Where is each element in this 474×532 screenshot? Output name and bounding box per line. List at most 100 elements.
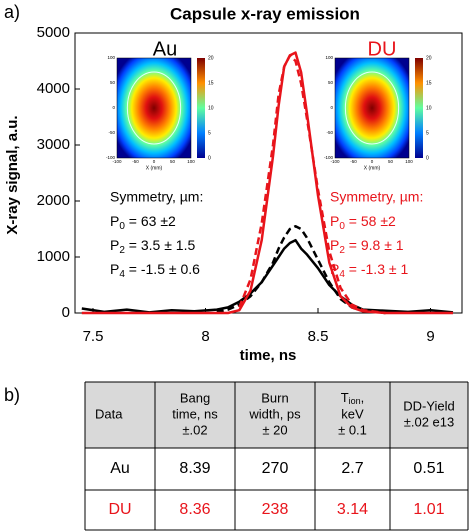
param-text: = -1.3 ± 1 (345, 261, 409, 277)
symmetry-heading: Symmetry, µm: (110, 189, 203, 205)
series-line (81, 238, 454, 314)
inset-x-tick-label: -100 (330, 159, 340, 164)
table-header: Data (95, 406, 123, 421)
inset-x-tick-label: 100 (405, 159, 413, 164)
series-line (238, 54, 386, 315)
table-header: Tion, (341, 390, 365, 406)
inset-x-tick-label: 0 (153, 159, 156, 164)
symbol: P (110, 261, 119, 277)
inset-x-tick-label: -50 (350, 159, 357, 164)
param-text: = -1.5 ± 0.6 (125, 261, 200, 277)
inset-y-tick-label: 0 (330, 105, 333, 110)
table-cell: 2.7 (341, 460, 363, 477)
y-tick-label: 3000 (37, 136, 70, 153)
table-header: keV (341, 406, 364, 421)
symbol: P (110, 213, 119, 229)
x-tick-label: 8 (201, 328, 209, 345)
colorbar-tick-label: 5 (426, 130, 429, 136)
table-header: ± 0.1 (338, 422, 367, 437)
symbol: P (330, 237, 339, 253)
inset-x-tick-label: 50 (388, 159, 394, 164)
inset-y-tick-label: -100 (106, 155, 116, 160)
colorbar-tick-label: 0 (426, 155, 429, 161)
symmetry-param: P2 = 9.8 ± 1 (330, 237, 404, 256)
param-text: = 3.5 ± 1.5 (125, 237, 196, 253)
table-cell: 270 (262, 460, 289, 477)
colorbar-tick-label: 15 (426, 80, 432, 86)
symmetry-heading: Symmetry, µm: (330, 189, 423, 205)
table-cell: 1.01 (413, 501, 444, 518)
inset-y-tick-label: -50 (108, 130, 115, 135)
inset-y-tick-label: 100 (107, 55, 115, 60)
table-header-bg (85, 382, 468, 448)
inset-y-tick-label: 50 (110, 80, 116, 85)
table-header: DD-Yield (403, 398, 455, 413)
inset-label: Au (153, 38, 177, 60)
y-axis-label: X-ray signal, a.u. (4, 115, 21, 234)
colorbar-tick-label: 10 (426, 105, 432, 111)
x-axis-label: time, ns (240, 347, 297, 364)
y-tick-label: 2000 (37, 192, 70, 209)
series-line (216, 224, 386, 315)
table-header: ±.02 (182, 422, 207, 437)
table-cell: 238 (262, 501, 289, 518)
contour (344, 71, 400, 145)
inset-label: DU (368, 38, 397, 60)
inset-x-tick-label: 0 (371, 159, 374, 164)
symmetry-param: P4 = -1.5 ± 0.6 (110, 261, 200, 280)
table-header: Bang (180, 390, 210, 405)
inset-y-tick-label: 50 (328, 80, 334, 85)
x-tick-label: 7.5 (83, 328, 104, 345)
subscript: 4 (119, 269, 125, 280)
colorbar-tick-label: 20 (208, 55, 214, 61)
param-text: = 9.8 ± 1 (345, 237, 404, 253)
panel-label: a) (4, 2, 20, 22)
param-text: = 58 ±2 (345, 213, 396, 229)
colorbar (415, 58, 423, 158)
param-text: = 63 ±2 (125, 213, 176, 229)
table-header: width, ps (248, 406, 301, 421)
y-tick-label: 0 (62, 304, 70, 321)
inset-x-label: X (mm) (364, 165, 381, 171)
x-tick-label: 8.5 (308, 328, 329, 345)
subscript: ion (349, 396, 361, 406)
inset-x-label: X (mm) (146, 165, 163, 171)
colorbar (197, 58, 205, 158)
subscript: 0 (119, 221, 125, 232)
symbol: P (330, 213, 339, 229)
panel-label: b) (4, 385, 20, 405)
symmetry-param: P2 = 3.5 ± 1.5 (110, 237, 195, 256)
symmetry-param: P4 = -1.3 ± 1 (330, 261, 408, 280)
y-tick-label: 5000 (37, 24, 70, 41)
heatmap (116, 57, 192, 159)
symbol: T (341, 390, 349, 405)
subscript: 2 (119, 245, 125, 256)
inset-x-tick-label: 50 (170, 159, 176, 164)
inset-y-tick-label: 100 (325, 55, 333, 60)
symmetry-param: P0 = 63 ±2 (110, 213, 176, 232)
inset-x-tick-label: -100 (112, 159, 122, 164)
table-cell: 0.51 (413, 460, 444, 477)
subscript: 4 (339, 269, 345, 280)
colorbar-tick-label: 10 (208, 105, 214, 111)
inset-x-tick-label: -50 (132, 159, 139, 164)
symmetry-param: P0 = 58 ±2 (330, 213, 396, 232)
y-tick-label: 1000 (37, 248, 70, 265)
table-cell: 3.14 (337, 501, 368, 518)
subscript: 2 (339, 245, 345, 256)
contour (126, 71, 182, 145)
y-tick-label: 4000 (37, 80, 70, 97)
table-header: time, ns (172, 406, 218, 421)
colorbar-tick-label: 5 (208, 130, 211, 136)
colorbar-tick-label: 0 (208, 155, 211, 161)
inset-y-tick-label: 0 (112, 105, 115, 110)
colorbar-tick-label: 20 (426, 55, 432, 61)
table-cell: 8.39 (179, 460, 210, 477)
subscript: 0 (339, 221, 345, 232)
table-header: ±.02 e13 (404, 414, 455, 429)
table-cell: 8.36 (179, 501, 210, 518)
inset-y-tick-label: -50 (326, 130, 333, 135)
table-header: ± 20 (262, 422, 287, 437)
